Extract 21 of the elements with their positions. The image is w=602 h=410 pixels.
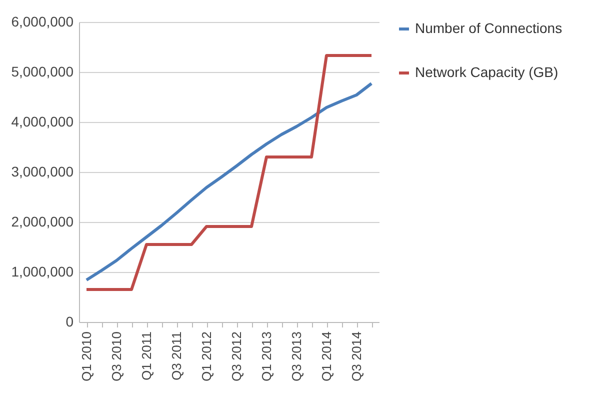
legend-label: Network Capacity (GB) (415, 64, 558, 80)
x-tick-label: Q1 2012 (199, 332, 214, 382)
line-series (85, 82, 373, 282)
y-tick-label: 1,000,000 (11, 264, 74, 280)
x-tick-label: Q1 2010 (79, 332, 94, 382)
y-tick-label: 5,000,000 (11, 64, 74, 80)
y-tick-label: 6,000,000 (11, 14, 74, 30)
x-tick-label: Q1 2013 (259, 332, 274, 382)
y-tick-label: 2,000,000 (11, 214, 74, 230)
x-tick-label: Q3 2013 (289, 332, 304, 382)
y-tick-label: 4,000,000 (11, 114, 74, 130)
y-tick-label: 3,000,000 (11, 164, 74, 180)
y-tick-label: 0 (66, 314, 74, 330)
x-tick-label: Q3 2011 (169, 332, 184, 380)
line-series (85, 54, 373, 291)
x-tick-label: Q3 2014 (349, 332, 364, 382)
x-tick-label: Q3 2010 (109, 332, 124, 382)
x-tick-label: Q3 2012 (229, 332, 244, 382)
x-tick-label: Q1 2014 (319, 332, 334, 382)
x-tick-label: Q1 2011 (139, 332, 154, 380)
legend-label: Number of Connections (415, 20, 562, 36)
